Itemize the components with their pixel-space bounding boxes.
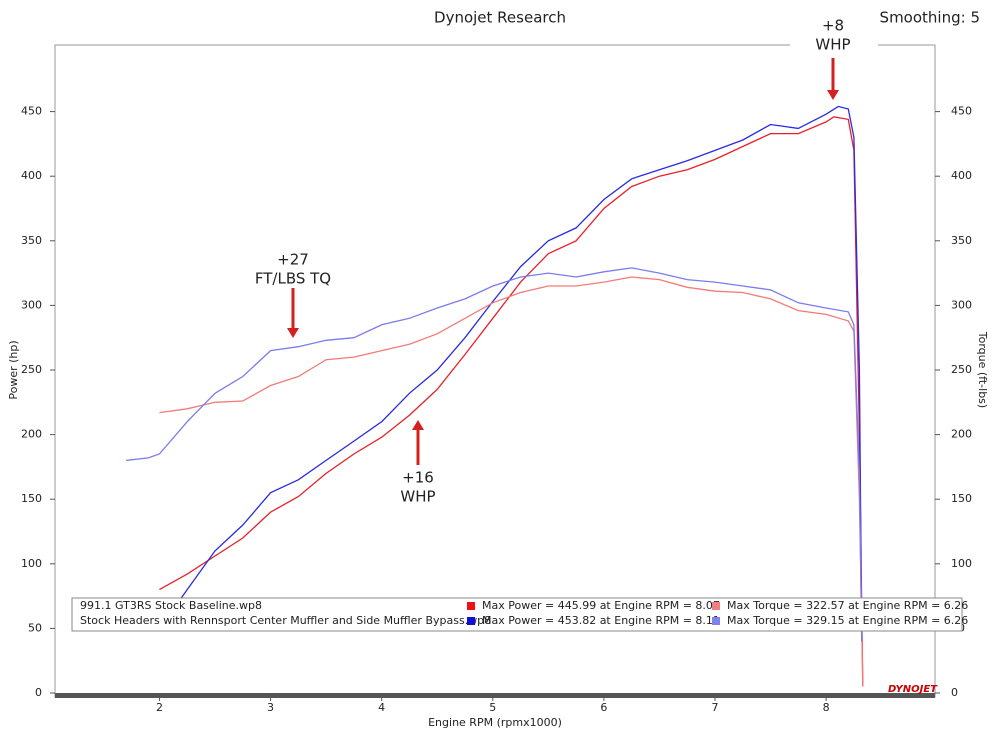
y2-tick-label: 300 (951, 298, 972, 311)
y-tick-label: 450 (21, 105, 42, 118)
y-tick-label: 250 (21, 363, 42, 376)
x-tick-label: 5 (489, 701, 496, 714)
x-tick-label: 7 (712, 701, 719, 714)
y-tick-label: 400 (21, 169, 42, 182)
y-tick-label: 350 (21, 234, 42, 247)
series-line (159, 116, 864, 687)
y2-tick-label: 150 (951, 492, 972, 505)
series-line (126, 267, 863, 642)
y2-tick-label: 350 (951, 234, 972, 247)
x-tick-label: 3 (267, 701, 274, 714)
y2-tick-label: 0 (951, 686, 958, 699)
y2-tick-label: 450 (951, 105, 972, 118)
legend-run: 991.1 GT3RS Stock Baseline.wp8 (80, 599, 262, 612)
chart-title: Dynojet Research (434, 9, 566, 27)
annotation-text: +16 (402, 469, 434, 487)
annotation-text: WHP (815, 36, 850, 54)
series-line (170, 105, 863, 642)
annotation-text: +8 (822, 17, 844, 35)
axis-band (55, 693, 935, 698)
y-tick-label: 50 (28, 621, 42, 634)
y2-tick-label: 100 (951, 557, 972, 570)
plot-frame (54, 44, 936, 698)
legend-label: Max Torque = 322.57 at Engine RPM = 6.26 (727, 599, 968, 612)
y2-tick-label: 250 (951, 363, 972, 376)
annotation-text: +27 (277, 251, 309, 269)
x-tick-label: 4 (378, 701, 385, 714)
x-tick-label: 2 (156, 701, 163, 714)
legend-swatch (467, 602, 475, 610)
legend-box (71, 597, 963, 632)
x-axis-title: Engine RPM (rpmx1000) (428, 716, 562, 729)
legend-swatch (467, 617, 475, 625)
y-tick-label: 0 (35, 686, 42, 699)
y-tick-label: 100 (21, 557, 42, 570)
y-tick-label: 150 (21, 492, 42, 505)
annotation-arrowhead (287, 328, 299, 338)
legend-label: Max Torque = 329.15 at Engine RPM = 6.26 (727, 614, 968, 627)
legend-swatch (712, 617, 720, 625)
y2-tick-label: 200 (951, 428, 972, 441)
legend-label: Max Power = 453.82 at Engine RPM = 8.11 (482, 614, 720, 627)
annotation-text: FT/LBS TQ (255, 270, 331, 288)
annotation-arrowhead (827, 90, 839, 100)
legend-swatch (712, 602, 720, 610)
series-line (159, 276, 864, 687)
x-tick-label: 8 (823, 701, 830, 714)
y-tick-label: 300 (21, 298, 42, 311)
annotation-bg (790, 0, 878, 54)
annotation-text: WHP (400, 488, 435, 506)
legend-run: Stock Headers with Rennsport Center Muff… (80, 614, 491, 627)
y-tick-label: 200 (21, 428, 42, 441)
y-axis-title: Power (hp) (7, 340, 20, 399)
y2-tick-label: 400 (951, 169, 972, 182)
x-tick-label: 6 (600, 701, 607, 714)
legend-label: Max Power = 445.99 at Engine RPM = 8.07 (482, 599, 720, 612)
annotation-arrowhead (412, 420, 424, 430)
legend: 991.1 GT3RS Stock Baseline.wp8 Stock Head… (71, 597, 968, 632)
y2-axis-title: Torque (ft-lbs) (976, 331, 989, 408)
logo: DYNOJET (888, 684, 938, 695)
